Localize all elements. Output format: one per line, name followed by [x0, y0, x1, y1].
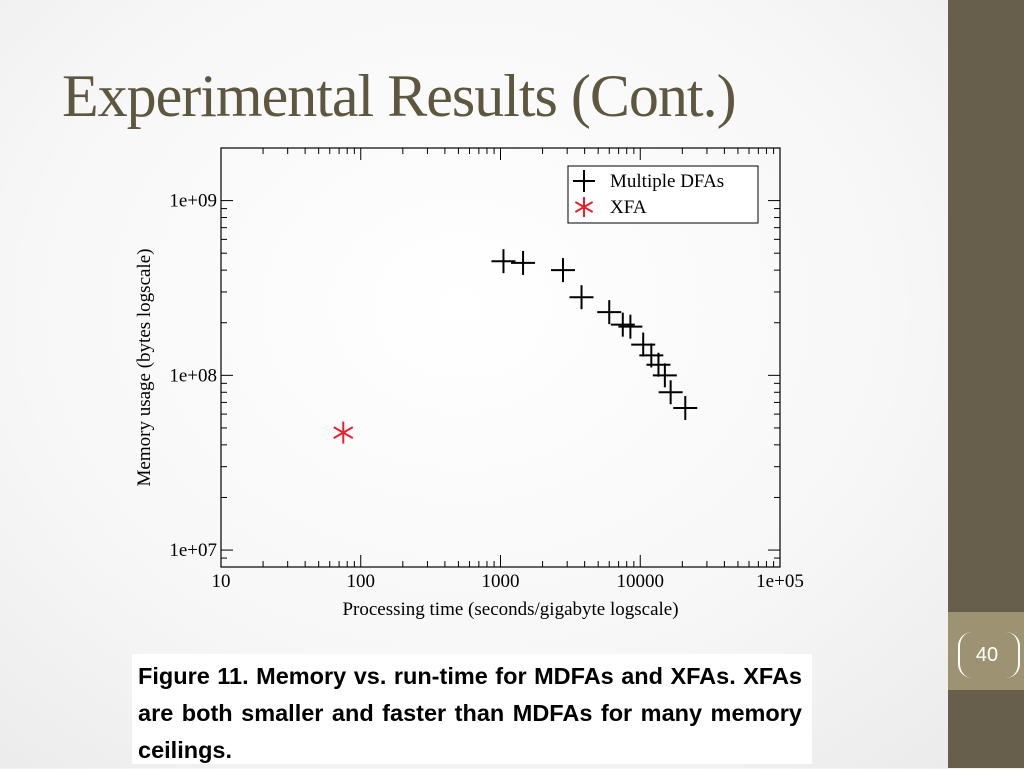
mdfa-point — [511, 250, 536, 275]
mdfa-point — [646, 352, 671, 377]
legend-label: XFA — [610, 197, 647, 218]
x-axis-label: Processing time (seconds/gigabyte logsca… — [342, 599, 678, 620]
figure-caption: Figure 11. Memory vs. run-time for MDFAs… — [132, 654, 812, 764]
points-layer — [333, 249, 698, 444]
y-axis-label: Memory usage (bytes logscale) — [134, 249, 155, 487]
figure-caption-text: Figure 11. Memory vs. run-time for MDFAs… — [138, 663, 802, 763]
legend: Multiple DFAs XFA — [567, 165, 759, 224]
mdfa-point — [597, 300, 622, 325]
x-tick-label: 1000 — [482, 571, 520, 592]
mdfa-point — [652, 363, 677, 388]
x-tick-label: 10 — [212, 571, 231, 592]
ticks-layer — [220, 147, 780, 568]
legend-xfa-marker — [574, 197, 594, 217]
mdfa-point — [569, 285, 594, 310]
y-tick-label: 1e+09 — [169, 191, 217, 212]
mdfa-point — [618, 314, 643, 339]
chart-svg: 10 100 1000 10000 1e+05 1e+07 1e+08 1e+09 Proce… — [134, 147, 804, 620]
mdfa-point — [491, 249, 516, 274]
x-tick-label: 10000 — [617, 571, 665, 592]
slide-number: 40 — [975, 644, 999, 666]
xfa-point — [333, 421, 354, 444]
slide-number-box — [948, 612, 1024, 690]
mdfa-point — [673, 396, 698, 421]
legend-mdfa-marker — [573, 170, 595, 192]
tick-labels-layer: 10 100 1000 10000 1e+05 1e+07 1e+08 1e+09 — [169, 191, 803, 592]
mdfa-point — [658, 380, 683, 405]
legend-items: Multiple DFAs XFA — [573, 170, 724, 218]
x-tick-label: 100 — [347, 571, 376, 592]
x-tick-label: 1e+05 — [756, 571, 804, 592]
y-tick-label: 1e+07 — [169, 540, 217, 561]
slide-title: Experimental Results (Cont.) — [62, 63, 737, 129]
slide-number-frame — [958, 632, 1020, 678]
y-tick-label: 1e+08 — [169, 365, 217, 386]
legend-box — [567, 165, 759, 224]
scatter-chart: 10 100 1000 10000 1e+05 1e+07 1e+08 1e+09 Proce… — [130, 140, 830, 630]
mdfa-point — [550, 258, 575, 283]
legend-label: Multiple DFAs — [610, 171, 724, 192]
